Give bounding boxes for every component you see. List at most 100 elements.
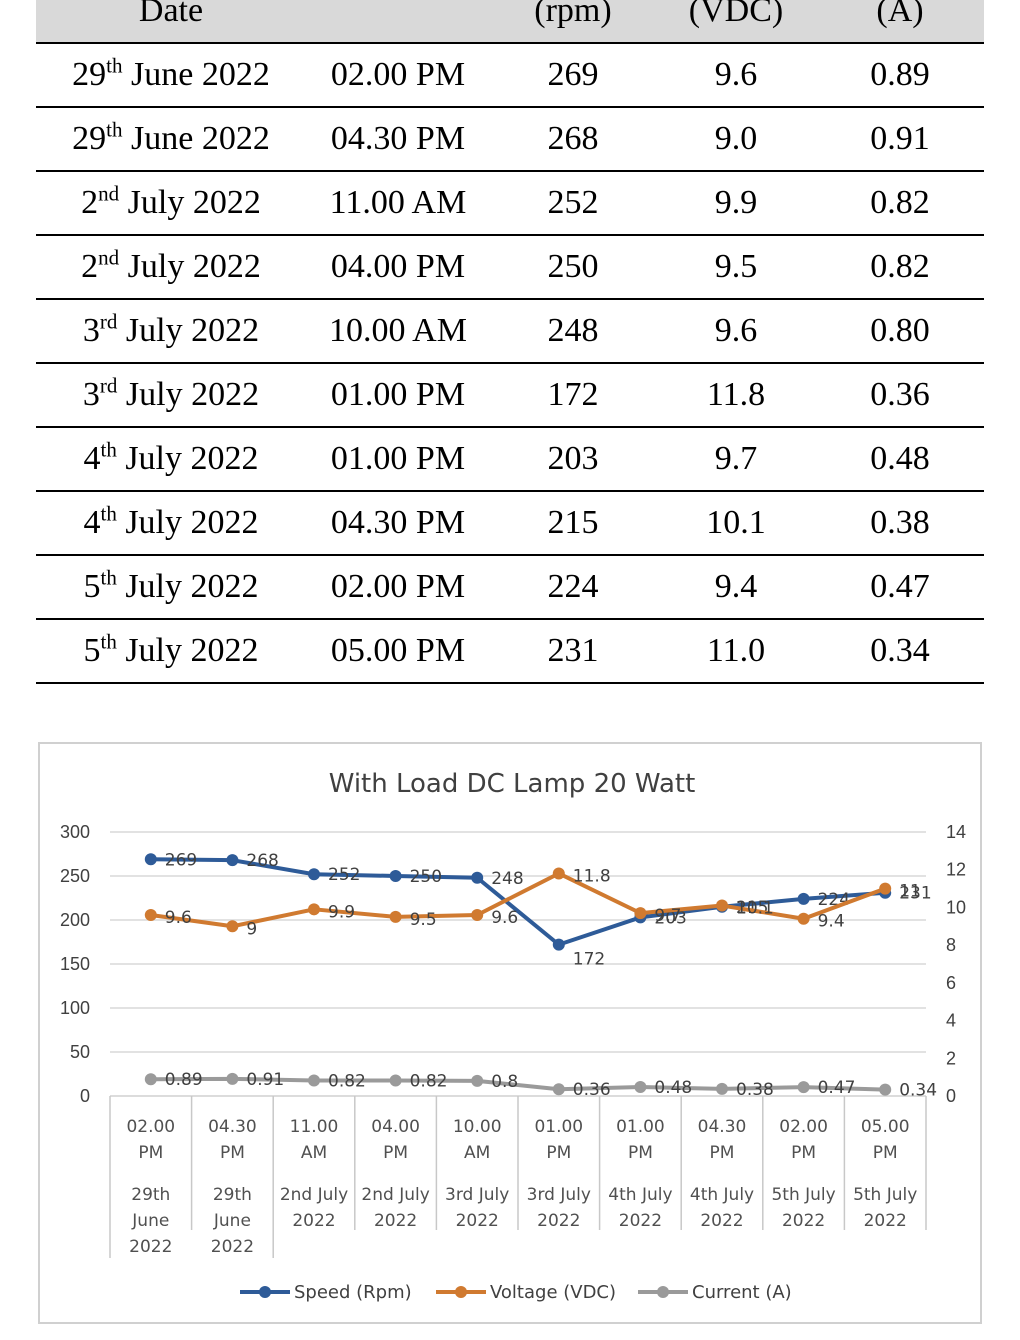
cell-date-day: 29 xyxy=(72,120,107,157)
y-right-tick-label: 10 xyxy=(946,897,966,917)
data-label: 9.9 xyxy=(328,902,355,922)
x-category-date-label: 4th July xyxy=(690,1185,754,1205)
x-category-time-label: 05.00 xyxy=(861,1117,910,1137)
data-point xyxy=(389,910,402,923)
x-category-date-label: 2022 xyxy=(782,1211,825,1231)
cell-speed: 224 xyxy=(547,568,599,605)
cell-time: 04.00 PM xyxy=(330,248,466,285)
y-left-tick-label: 50 xyxy=(70,1042,90,1062)
data-label: 9.4 xyxy=(818,912,845,932)
data-label: 10.1 xyxy=(736,899,774,919)
cell-date-suffix: rd xyxy=(99,309,118,334)
y-right-tick-label: 12 xyxy=(946,860,966,880)
legend-label: Voltage (VDC) xyxy=(490,1282,616,1303)
x-category-time-label: PM xyxy=(873,1143,898,1163)
table-row: 5th July 2022 05.00 PM 231 11.0 0.34 xyxy=(36,619,984,683)
cell-date-month-year: July 2022 xyxy=(116,568,259,605)
y-left-tick-label: 300 xyxy=(60,822,90,842)
cell-date-day: 2 xyxy=(81,248,99,285)
data-label: 250 xyxy=(410,867,442,887)
cell-date: 29th June 2022 xyxy=(36,43,306,107)
x-category-time-label: 04.30 xyxy=(208,1117,257,1137)
chart-title: With Load DC Lamp 20 Watt xyxy=(329,769,696,799)
cell-date-month-year: July 2022 xyxy=(119,184,261,221)
x-category-date-label: 3rd July xyxy=(527,1185,591,1205)
x-category-date-label: 2022 xyxy=(619,1211,662,1231)
table-row: 3rd July 2022 01.00 PM 172 11.8 0.36 xyxy=(36,363,984,427)
x-category-date-label: 29th xyxy=(131,1185,170,1205)
data-label: 0.82 xyxy=(410,1072,448,1092)
series-line-2 xyxy=(150,871,886,929)
cell-voltage: 9.6 xyxy=(714,312,758,349)
data-label: 0.91 xyxy=(246,1070,284,1090)
cell-speed: 268 xyxy=(547,120,599,157)
legend-label: Current (A) xyxy=(692,1282,792,1303)
cell-speed: 203 xyxy=(547,440,599,477)
cell-date-suffix: nd xyxy=(98,181,120,206)
data-point xyxy=(226,854,239,867)
cell-date: 3rd July 2022 xyxy=(36,363,306,427)
cell-current: 0.82 xyxy=(870,248,930,285)
x-category-time-label: PM xyxy=(791,1143,816,1163)
cell-speed: 215 xyxy=(547,504,599,541)
cell-date: 5th July 2022 xyxy=(36,619,306,683)
cell-date-suffix: th xyxy=(106,53,123,78)
y-right-tick-label: 8 xyxy=(946,935,956,955)
data-point xyxy=(552,867,565,880)
cell-date-month-year: June 2022 xyxy=(122,56,270,93)
y-right-tick-label: 0 xyxy=(946,1086,956,1106)
data-point xyxy=(389,870,402,882)
x-category-date-label: June xyxy=(131,1211,169,1231)
y-left-tick-label: 0 xyxy=(80,1086,90,1106)
x-category-date-label: 3rd July xyxy=(445,1185,509,1205)
y-left-tick-label: 200 xyxy=(60,910,90,930)
cell-speed: 231 xyxy=(547,632,599,669)
data-label: 0.89 xyxy=(165,1070,203,1090)
cell-date-suffix: th xyxy=(106,117,123,142)
chart-container: With Load DC Lamp 20 Watt 0 50 100 150 200 250… xyxy=(38,742,982,1324)
data-point xyxy=(634,907,647,920)
x-category-time-label: AM xyxy=(464,1143,490,1163)
cell-date-day: 3 xyxy=(82,312,100,349)
data-label: 0.48 xyxy=(654,1078,692,1098)
data-label: 172 xyxy=(573,950,605,970)
series-line-1 xyxy=(150,857,886,947)
x-category-time-label: 02.00 xyxy=(779,1117,828,1137)
cell-time: 02.00 PM xyxy=(330,56,466,93)
y-right-tick-label: 4 xyxy=(946,1011,956,1031)
x-category-date-label: 2022 xyxy=(864,1211,907,1231)
data-point xyxy=(144,853,157,866)
cell-time: 01.00 PM xyxy=(330,376,466,413)
data-label: 0.36 xyxy=(573,1080,611,1100)
measurement-table-wrapper: Date (rpm) (VDC) (A) 29th June 2022 02.00… xyxy=(36,0,984,684)
legend-label: Speed (Rpm) xyxy=(294,1282,412,1303)
cell-time: 04.30 PM xyxy=(330,120,466,157)
line-chart: With Load DC Lamp 20 Watt050100150200250… xyxy=(60,769,966,1303)
cell-speed: 172 xyxy=(547,376,599,413)
cell-current: 0.34 xyxy=(870,632,930,669)
cell-current: 0.91 xyxy=(870,120,930,157)
data-point xyxy=(552,938,565,951)
cell-date-day: 2 xyxy=(81,184,99,221)
data-label: 9.7 xyxy=(654,906,681,926)
header-current-label: (A) xyxy=(876,0,924,29)
data-label: 248 xyxy=(491,869,523,889)
cell-date-month-year: July 2022 xyxy=(117,376,260,413)
table-header-row: Date (rpm) (VDC) (A) xyxy=(36,0,984,43)
x-category-time-label: 04.30 xyxy=(698,1117,747,1137)
cell-current: 0.38 xyxy=(870,504,930,541)
cell-date-day: 5 xyxy=(83,568,101,605)
cell-date-suffix: rd xyxy=(99,373,118,398)
cell-time: 02.00 PM xyxy=(330,568,466,605)
data-label: 9 xyxy=(246,919,257,939)
legend-swatch-marker xyxy=(455,1286,467,1298)
data-point xyxy=(389,1074,402,1087)
data-label: 268 xyxy=(246,851,278,871)
x-category-date-label: 2022 xyxy=(292,1211,335,1231)
cell-date: 2nd July 2022 xyxy=(36,171,306,235)
cell-date-day: 3 xyxy=(82,376,100,413)
data-point xyxy=(797,912,810,925)
data-label: 9.6 xyxy=(491,908,518,928)
x-category-time-label: 02.00 xyxy=(126,1117,175,1137)
table-body: 29th June 2022 02.00 PM 269 9.6 0.89 29th Jun… xyxy=(36,43,984,683)
